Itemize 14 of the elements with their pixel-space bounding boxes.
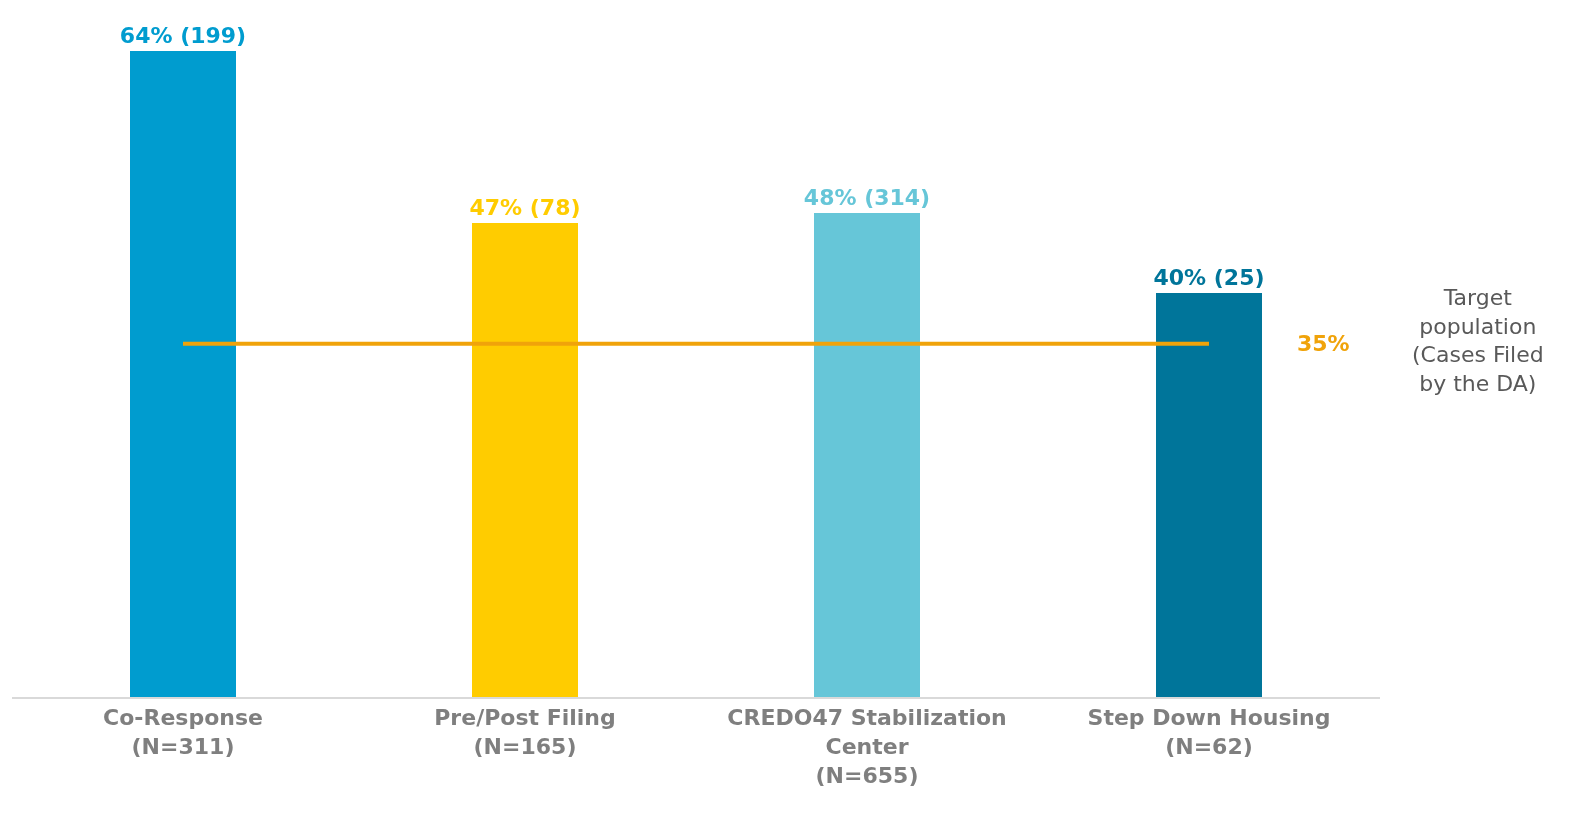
data-label: 47% (78) bbox=[469, 195, 581, 220]
data-label: 64% (199) bbox=[119, 23, 247, 48]
x-tick-label: Pre/Post Filing (N=165) bbox=[434, 705, 616, 759]
data-label: 40% (25) bbox=[1153, 265, 1265, 290]
bar bbox=[814, 213, 920, 697]
x-tick-label: Co-Response (N=311) bbox=[103, 705, 263, 759]
x-tick-label: Step Down Housing (N=62) bbox=[1087, 705, 1331, 759]
bar bbox=[472, 223, 578, 697]
text: Target population (Cases Filed by the DA) bbox=[1412, 285, 1544, 396]
x-tick-label: CREDO47 Stabilization Center (N=655) bbox=[727, 705, 1007, 788]
data-label: 48% (314) bbox=[803, 185, 931, 210]
bar bbox=[1156, 293, 1262, 697]
bar bbox=[130, 51, 236, 697]
ref-line-label: 35% bbox=[1297, 331, 1350, 356]
